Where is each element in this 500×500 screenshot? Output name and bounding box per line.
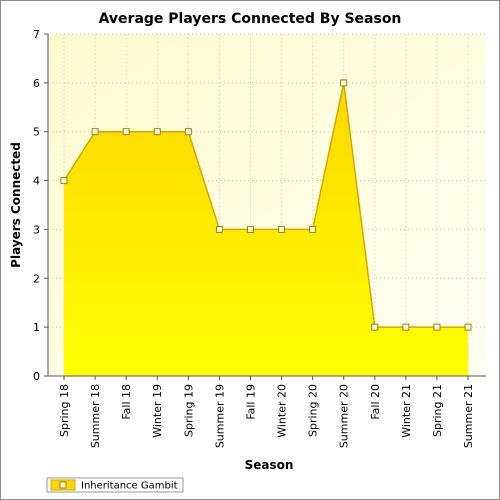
data-point-summer-21	[464, 323, 472, 331]
legend-box	[46, 477, 184, 493]
data-point-fall-18	[122, 128, 130, 136]
y-tick-label: 3	[33, 223, 40, 236]
series-line	[63, 82, 469, 328]
x-tick-label: Summer 21	[462, 384, 475, 448]
y-tick-label: 5	[33, 126, 40, 139]
data-point-summer-19	[215, 225, 223, 233]
legend: Inheritance Gambit	[46, 477, 184, 493]
x-tick-label: Winter 21	[400, 384, 413, 438]
y-tick-label: 6	[33, 77, 40, 90]
y-tick-label: 7	[33, 28, 40, 41]
y-tick-labels: 0 1 2 3 4 5 6 7	[33, 28, 40, 383]
data-point-spring-20	[309, 225, 317, 233]
axes	[44, 33, 486, 380]
legend-marker	[59, 481, 67, 489]
y-axis-title: Players Connected	[9, 142, 23, 268]
y-tick-label: 2	[33, 272, 40, 285]
x-tick-label: Summer 20	[338, 384, 351, 448]
data-point-winter-21	[402, 323, 410, 331]
data-point-spring-19	[184, 128, 192, 136]
data-point-summer-18	[91, 128, 99, 136]
x-tick-label: Winter 19	[151, 384, 164, 438]
chart-title: Average Players Connected By Season	[99, 11, 402, 27]
data-point-fall-19	[246, 225, 254, 233]
x-tick-label: Winter 20	[276, 384, 289, 438]
x-tick-label: Spring 18	[58, 384, 71, 437]
y-tick-label: 1	[33, 321, 40, 334]
x-tick-label: Fall 18	[120, 384, 133, 420]
data-point-spring-21	[433, 323, 441, 331]
data-point-summer-20	[340, 79, 348, 87]
x-axis-title: Season	[245, 458, 294, 472]
x-tick-label: Spring 21	[431, 384, 444, 437]
y-tick-label: 4	[33, 175, 40, 188]
x-tick-label: Summer 18	[89, 384, 102, 448]
x-tick-label: Spring 19	[182, 384, 195, 437]
x-tick-labels: Spring 18 Summer 18 Fall 18 Winter 19 Spring…	[58, 384, 475, 448]
legend-label: Inheritance Gambit	[81, 481, 178, 492]
data-point-spring-18	[60, 177, 68, 185]
series-area	[64, 82, 469, 376]
x-tick-label: Fall 20	[369, 384, 382, 420]
data-point-winter-19	[153, 128, 161, 136]
data-markers	[60, 79, 472, 331]
x-tick-label: Summer 19	[213, 384, 226, 448]
x-tick-label: Spring 20	[307, 384, 320, 437]
x-tick-label: Fall 19	[244, 384, 257, 420]
y-tick-label: 0	[33, 370, 40, 383]
data-point-winter-20	[278, 225, 286, 233]
data-point-fall-20	[371, 323, 379, 331]
